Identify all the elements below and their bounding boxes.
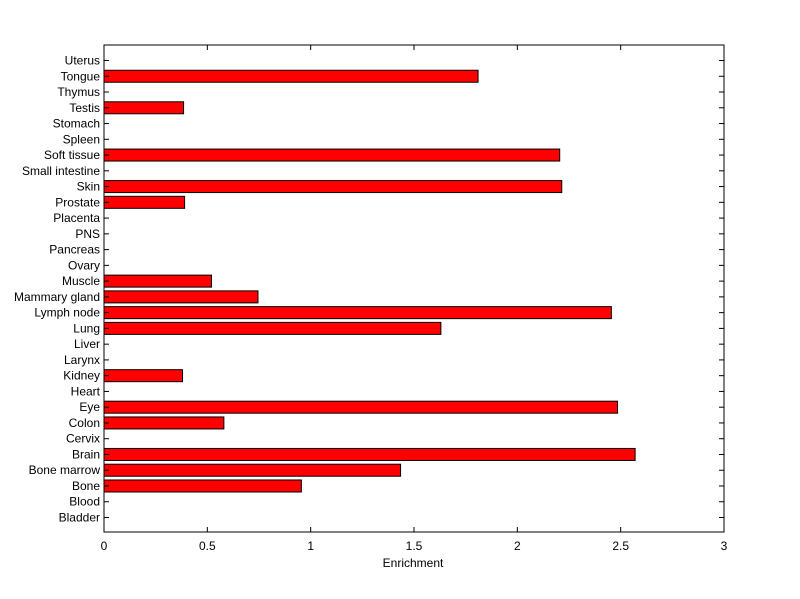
bar-kidney xyxy=(103,369,184,383)
x-tick-label: 0 xyxy=(101,539,108,553)
y-tick-label: Kidney xyxy=(63,369,100,383)
y-tick-label: Mammary gland xyxy=(14,290,100,304)
y-tick-label: Brain xyxy=(72,447,100,461)
y-tick-label: Stomach xyxy=(53,117,100,131)
y-tick-label: Liver xyxy=(74,337,100,351)
bar-mammary-gland xyxy=(103,290,259,304)
y-tick-label: Spleen xyxy=(63,132,100,146)
y-tick-label: Larynx xyxy=(64,353,100,367)
x-tick-label: 0.5 xyxy=(199,539,216,553)
y-tick-label: Skin xyxy=(77,180,100,194)
x-tick-label: 3 xyxy=(721,539,728,553)
y-tick-label: Soft tissue xyxy=(44,148,100,162)
y-tick-label: Prostate xyxy=(55,195,100,209)
bar-brain xyxy=(103,447,636,461)
bar-bone xyxy=(103,479,302,493)
y-tick-label: Eye xyxy=(79,400,100,414)
bar-muscle xyxy=(103,274,212,288)
bars-group xyxy=(103,69,636,493)
bar-skin xyxy=(103,180,563,194)
y-tick-label: Lung xyxy=(73,321,100,335)
y-tick-label: Bladder xyxy=(59,511,100,525)
x-axis-title: Enrichment xyxy=(383,556,444,570)
bar-lymph-node xyxy=(103,306,612,320)
plot-area-frame xyxy=(103,44,725,533)
y-tick-label: Colon xyxy=(69,416,100,430)
y-tick-label: Testis xyxy=(69,101,100,115)
bar-colon xyxy=(103,416,225,430)
bar-testis xyxy=(103,101,185,115)
bar-soft-tissue xyxy=(103,148,561,162)
y-tick-label: Muscle xyxy=(62,274,100,288)
y-tick-label: Uterus xyxy=(65,54,100,68)
y-tick-label: Pancreas xyxy=(49,243,100,257)
bar-bone-marrow xyxy=(103,463,402,477)
y-tick-label: PNS xyxy=(75,227,100,241)
bar-tongue xyxy=(103,69,479,83)
y-tick-label: Bone marrow xyxy=(29,463,101,477)
y-tick-label: Tongue xyxy=(61,69,101,83)
y-tick-label: Lymph node xyxy=(34,306,100,320)
y-tick-label: Placenta xyxy=(53,211,100,225)
x-tick-label: 2 xyxy=(514,539,521,553)
x-tick-label: 1.5 xyxy=(406,539,423,553)
x-tick-label: 2.5 xyxy=(612,539,629,553)
y-tick-label: Thymus xyxy=(57,85,100,99)
x-tick-label: 1 xyxy=(307,539,314,553)
y-tick-label: Heart xyxy=(71,384,101,398)
y-tick-label: Blood xyxy=(69,495,100,509)
y-tick-label: Ovary xyxy=(68,258,100,272)
bar-prostate xyxy=(103,195,186,209)
y-tick-label: Small intestine xyxy=(22,164,100,178)
y-tick-label: Bone xyxy=(72,479,100,493)
bar-eye xyxy=(103,400,619,414)
y-tick-label: Cervix xyxy=(66,432,100,446)
bar-lung xyxy=(103,321,442,335)
